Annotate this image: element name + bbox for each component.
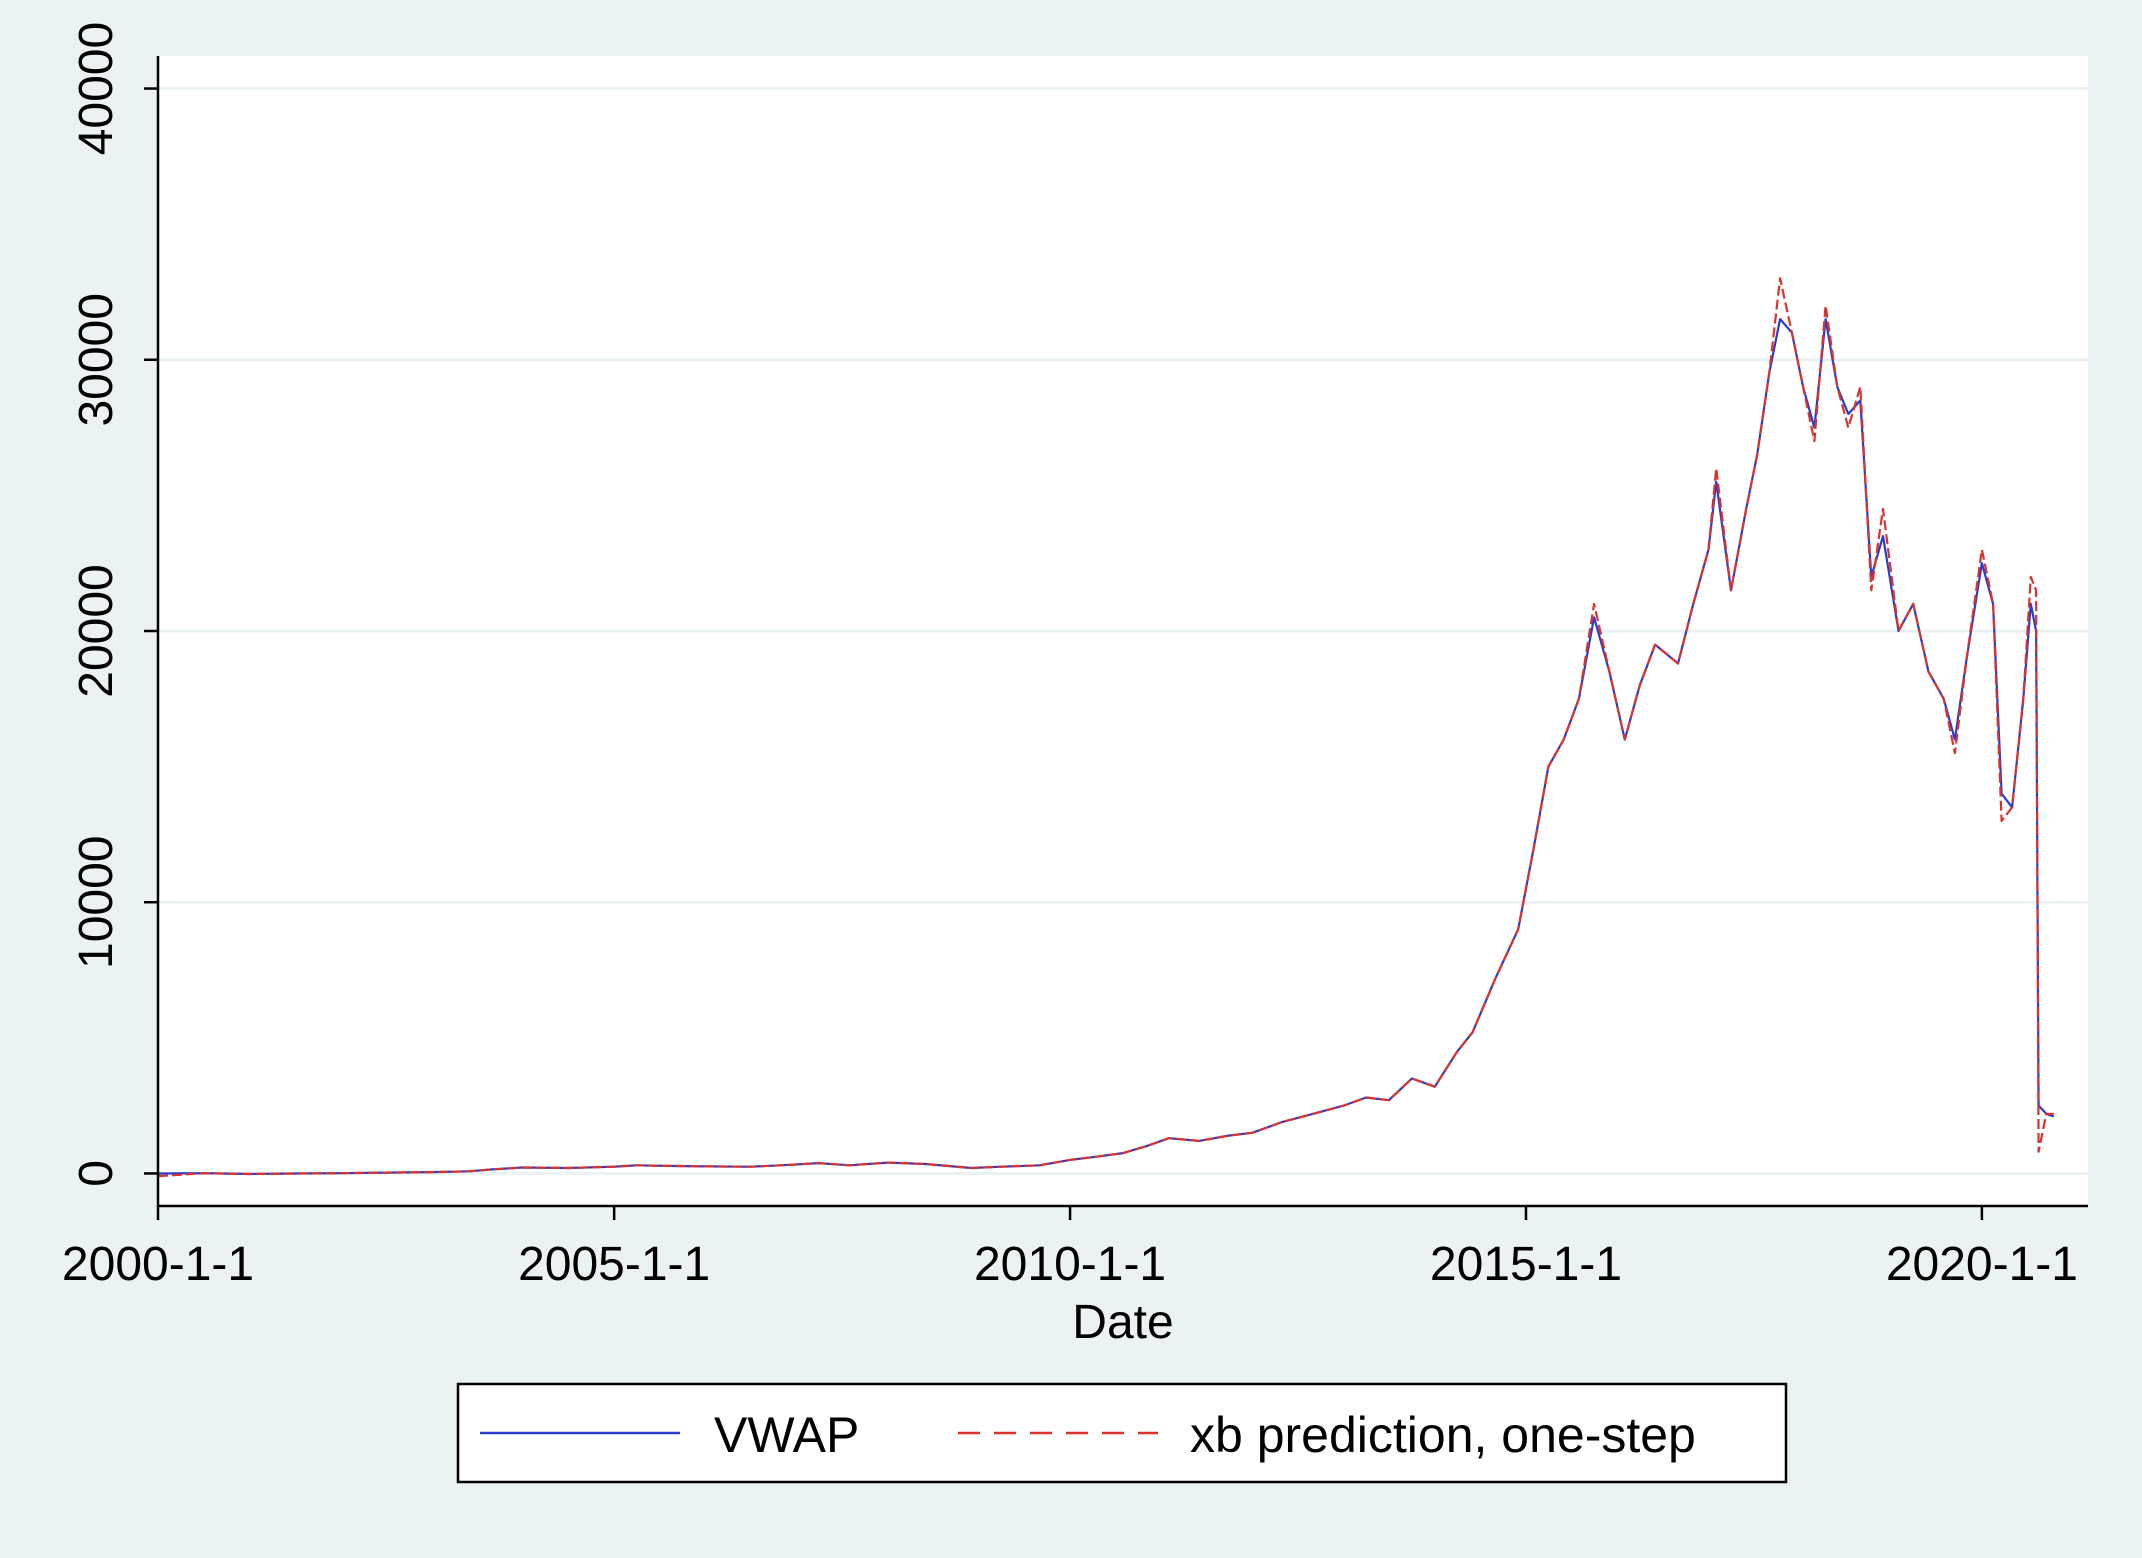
gridlines [158,87,2088,1175]
y-tick-label: 40000 [70,22,123,155]
x-tick-label: 2020-1-1 [1886,1238,2078,1291]
x-tick-label: 2015-1-1 [1430,1238,1622,1291]
y-ticks: 0 10000 20000 30000 40000 [70,22,158,1187]
y-tick-label: 0 [70,1160,123,1187]
legend-label-prediction: xb prediction, one-step [1190,1407,1696,1463]
x-tick-label: 2005-1-1 [518,1238,710,1291]
series-line-prediction [157,277,2054,1178]
legend: VWAP xb prediction, one-step [456,1382,1788,1484]
y-tick-label: 10000 [70,835,123,968]
x-tick-label: 2000-1-1 [62,1238,254,1291]
legend-label-vwap: VWAP [714,1407,859,1463]
series-layer [157,277,2055,1178]
y-tick-label: 20000 [70,564,123,697]
x-axis-title: Date [1072,1296,1173,1349]
x-ticks: 2000-1-1 2005-1-1 2010-1-1 2015-1-1 2020-1-1 [62,1206,2078,1291]
y-tick-label: 30000 [70,293,123,426]
x-tick-label: 2010-1-1 [974,1238,1166,1291]
